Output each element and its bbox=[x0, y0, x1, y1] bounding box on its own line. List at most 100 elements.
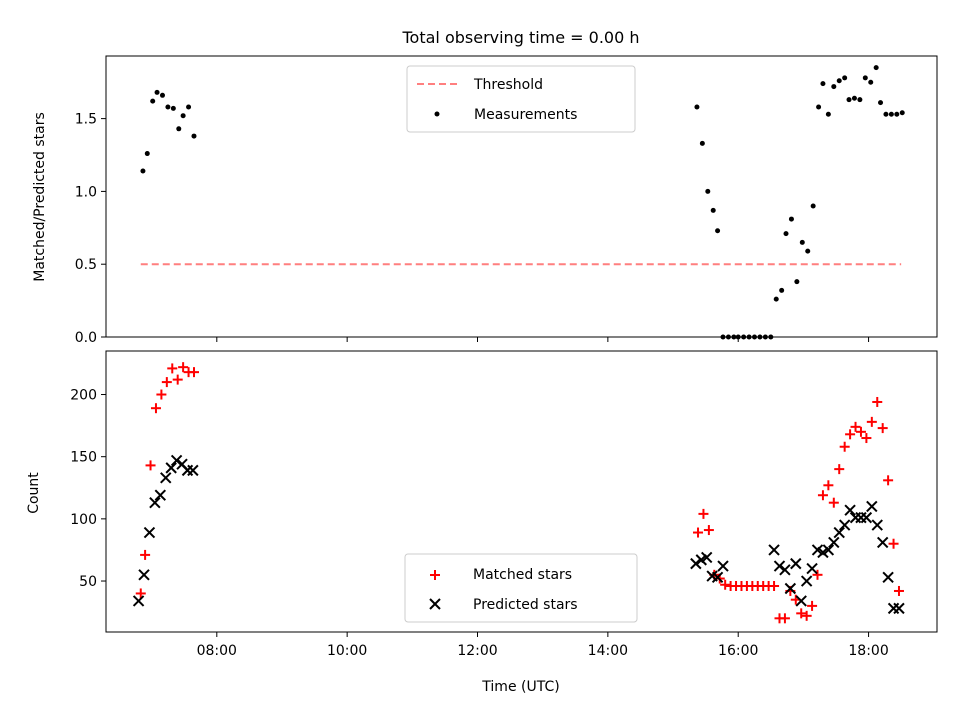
matched-stars-point bbox=[845, 429, 856, 440]
chart-title: Total observing time = 0.00 h bbox=[401, 28, 639, 47]
predicted-stars-point bbox=[768, 544, 780, 556]
matched-stars-point bbox=[817, 490, 828, 501]
y-tick-label: 200 bbox=[70, 388, 97, 404]
matched-stars-point bbox=[834, 464, 845, 475]
matched-stars-point bbox=[796, 608, 807, 619]
predicted-stars-point bbox=[860, 511, 873, 524]
top-y-axis-label: Matched/Predicted stars bbox=[32, 112, 48, 282]
predicted-stars-point bbox=[165, 462, 177, 474]
matched-stars-point bbox=[693, 527, 704, 538]
y-tick-label: 0.5 bbox=[75, 257, 97, 273]
measurement-point bbox=[694, 104, 700, 110]
measurement-point bbox=[191, 133, 197, 139]
predicted-stars-point bbox=[132, 595, 145, 607]
measurement-point bbox=[883, 111, 889, 117]
measurement-point bbox=[831, 84, 837, 90]
matched-stars-point bbox=[720, 579, 731, 590]
measurement-point bbox=[873, 65, 879, 71]
x-tick-label: 10:00 bbox=[327, 643, 367, 659]
measurement-point bbox=[715, 228, 721, 234]
predicted-stars-point bbox=[160, 472, 172, 484]
predicted-stars-point bbox=[828, 536, 840, 549]
matched-stars-point bbox=[883, 475, 894, 486]
measurement-point bbox=[888, 111, 894, 117]
matched-stars-point bbox=[150, 403, 161, 414]
top-plot-frame bbox=[105, 55, 938, 338]
x-tick-label: 12:00 bbox=[457, 643, 497, 659]
matched-stars-point bbox=[779, 613, 790, 624]
y-tick-label: 100 bbox=[70, 512, 97, 528]
predicted-stars-point bbox=[882, 571, 894, 583]
matched-stars-point bbox=[866, 416, 877, 427]
top-legend: Threshold Measurements bbox=[406, 65, 636, 133]
predicted-stars-point bbox=[800, 575, 813, 587]
x-tick-label: 18:00 bbox=[848, 643, 888, 659]
predicted-stars-point bbox=[711, 571, 724, 583]
matched-stars-point bbox=[178, 362, 189, 373]
measurement-point bbox=[799, 239, 805, 245]
measurement-point bbox=[150, 98, 156, 104]
predicted-stars-point bbox=[701, 551, 713, 564]
top-x-ticks bbox=[216, 337, 870, 342]
measurement-point bbox=[779, 287, 785, 293]
measurement-point bbox=[820, 81, 826, 87]
measurement-point bbox=[170, 105, 176, 111]
predicted-stars-point bbox=[138, 569, 150, 581]
matched-stars-point bbox=[877, 423, 888, 434]
predicted-stars-point bbox=[690, 557, 702, 570]
matched-stars-legend-swatch bbox=[430, 570, 440, 580]
predicted-stars-point bbox=[838, 519, 851, 531]
measurements-legend-label: Measurements bbox=[474, 107, 577, 123]
matched-stars-point bbox=[156, 389, 167, 400]
top-y-ticks: 0.0 0.5 1.0 1.5 bbox=[75, 112, 106, 346]
matched-stars-point bbox=[872, 396, 883, 407]
measurement-point bbox=[816, 104, 822, 110]
measurement-point bbox=[699, 140, 705, 146]
predicted-stars-point bbox=[806, 562, 818, 575]
y-tick-label: 0.0 bbox=[75, 330, 97, 346]
measurement-point bbox=[144, 151, 150, 157]
matched-stars-point bbox=[135, 588, 146, 599]
bottom-legend: Matched stars Predicted stars bbox=[404, 553, 638, 623]
predicted-stars-point bbox=[187, 464, 199, 477]
measurement-point bbox=[180, 113, 186, 119]
measurement-point bbox=[140, 168, 146, 174]
measurement-point bbox=[154, 89, 160, 95]
matched-stars-point bbox=[823, 480, 834, 491]
predicted-stars-point bbox=[773, 560, 786, 572]
measurement-point bbox=[794, 279, 800, 285]
predicted-stars-point bbox=[784, 582, 797, 595]
matched-stars-point bbox=[769, 580, 780, 591]
predicted-stars-point bbox=[866, 500, 878, 513]
y-tick-label: 150 bbox=[70, 450, 97, 466]
predicted-stars-point bbox=[149, 496, 161, 509]
x-tick-label: 08:00 bbox=[197, 643, 237, 659]
measurement-point bbox=[805, 248, 811, 254]
predicted-stars-point bbox=[717, 560, 729, 572]
matched-stars-point bbox=[172, 374, 183, 385]
predicted-stars-point bbox=[822, 544, 835, 556]
matched-stars-point bbox=[893, 585, 904, 596]
matched-stars-point bbox=[839, 441, 850, 452]
predicted-stars-point bbox=[871, 519, 883, 531]
x-tick-label: 16:00 bbox=[718, 643, 758, 659]
threshold-legend-label: Threshold bbox=[473, 77, 543, 93]
predicted-stars-point bbox=[893, 602, 905, 615]
measurement-point bbox=[899, 110, 905, 116]
y-tick-label: 1.0 bbox=[75, 184, 97, 200]
matched-stars-point bbox=[801, 610, 812, 621]
predicted-stars-point bbox=[154, 489, 167, 501]
predicted-stars-point bbox=[876, 536, 889, 549]
measurement-point bbox=[773, 296, 779, 302]
bottom-plot-axes: 50 100 150 200 08:00 10:00 12:00 14:00 16:00 18:… bbox=[26, 350, 938, 695]
measurement-point bbox=[176, 126, 182, 132]
bottom-x-ticks: 08:00 10:00 12:00 14:00 16:00 18:00 bbox=[197, 632, 889, 659]
y-tick-label: 1.5 bbox=[75, 112, 97, 128]
measurement-point bbox=[836, 78, 842, 84]
measurements-legend-swatch bbox=[434, 111, 440, 117]
matched-stars-point bbox=[161, 377, 172, 388]
matched-stars-point bbox=[812, 569, 823, 580]
measurement-point bbox=[783, 231, 789, 237]
matched-stars-point bbox=[850, 421, 861, 432]
